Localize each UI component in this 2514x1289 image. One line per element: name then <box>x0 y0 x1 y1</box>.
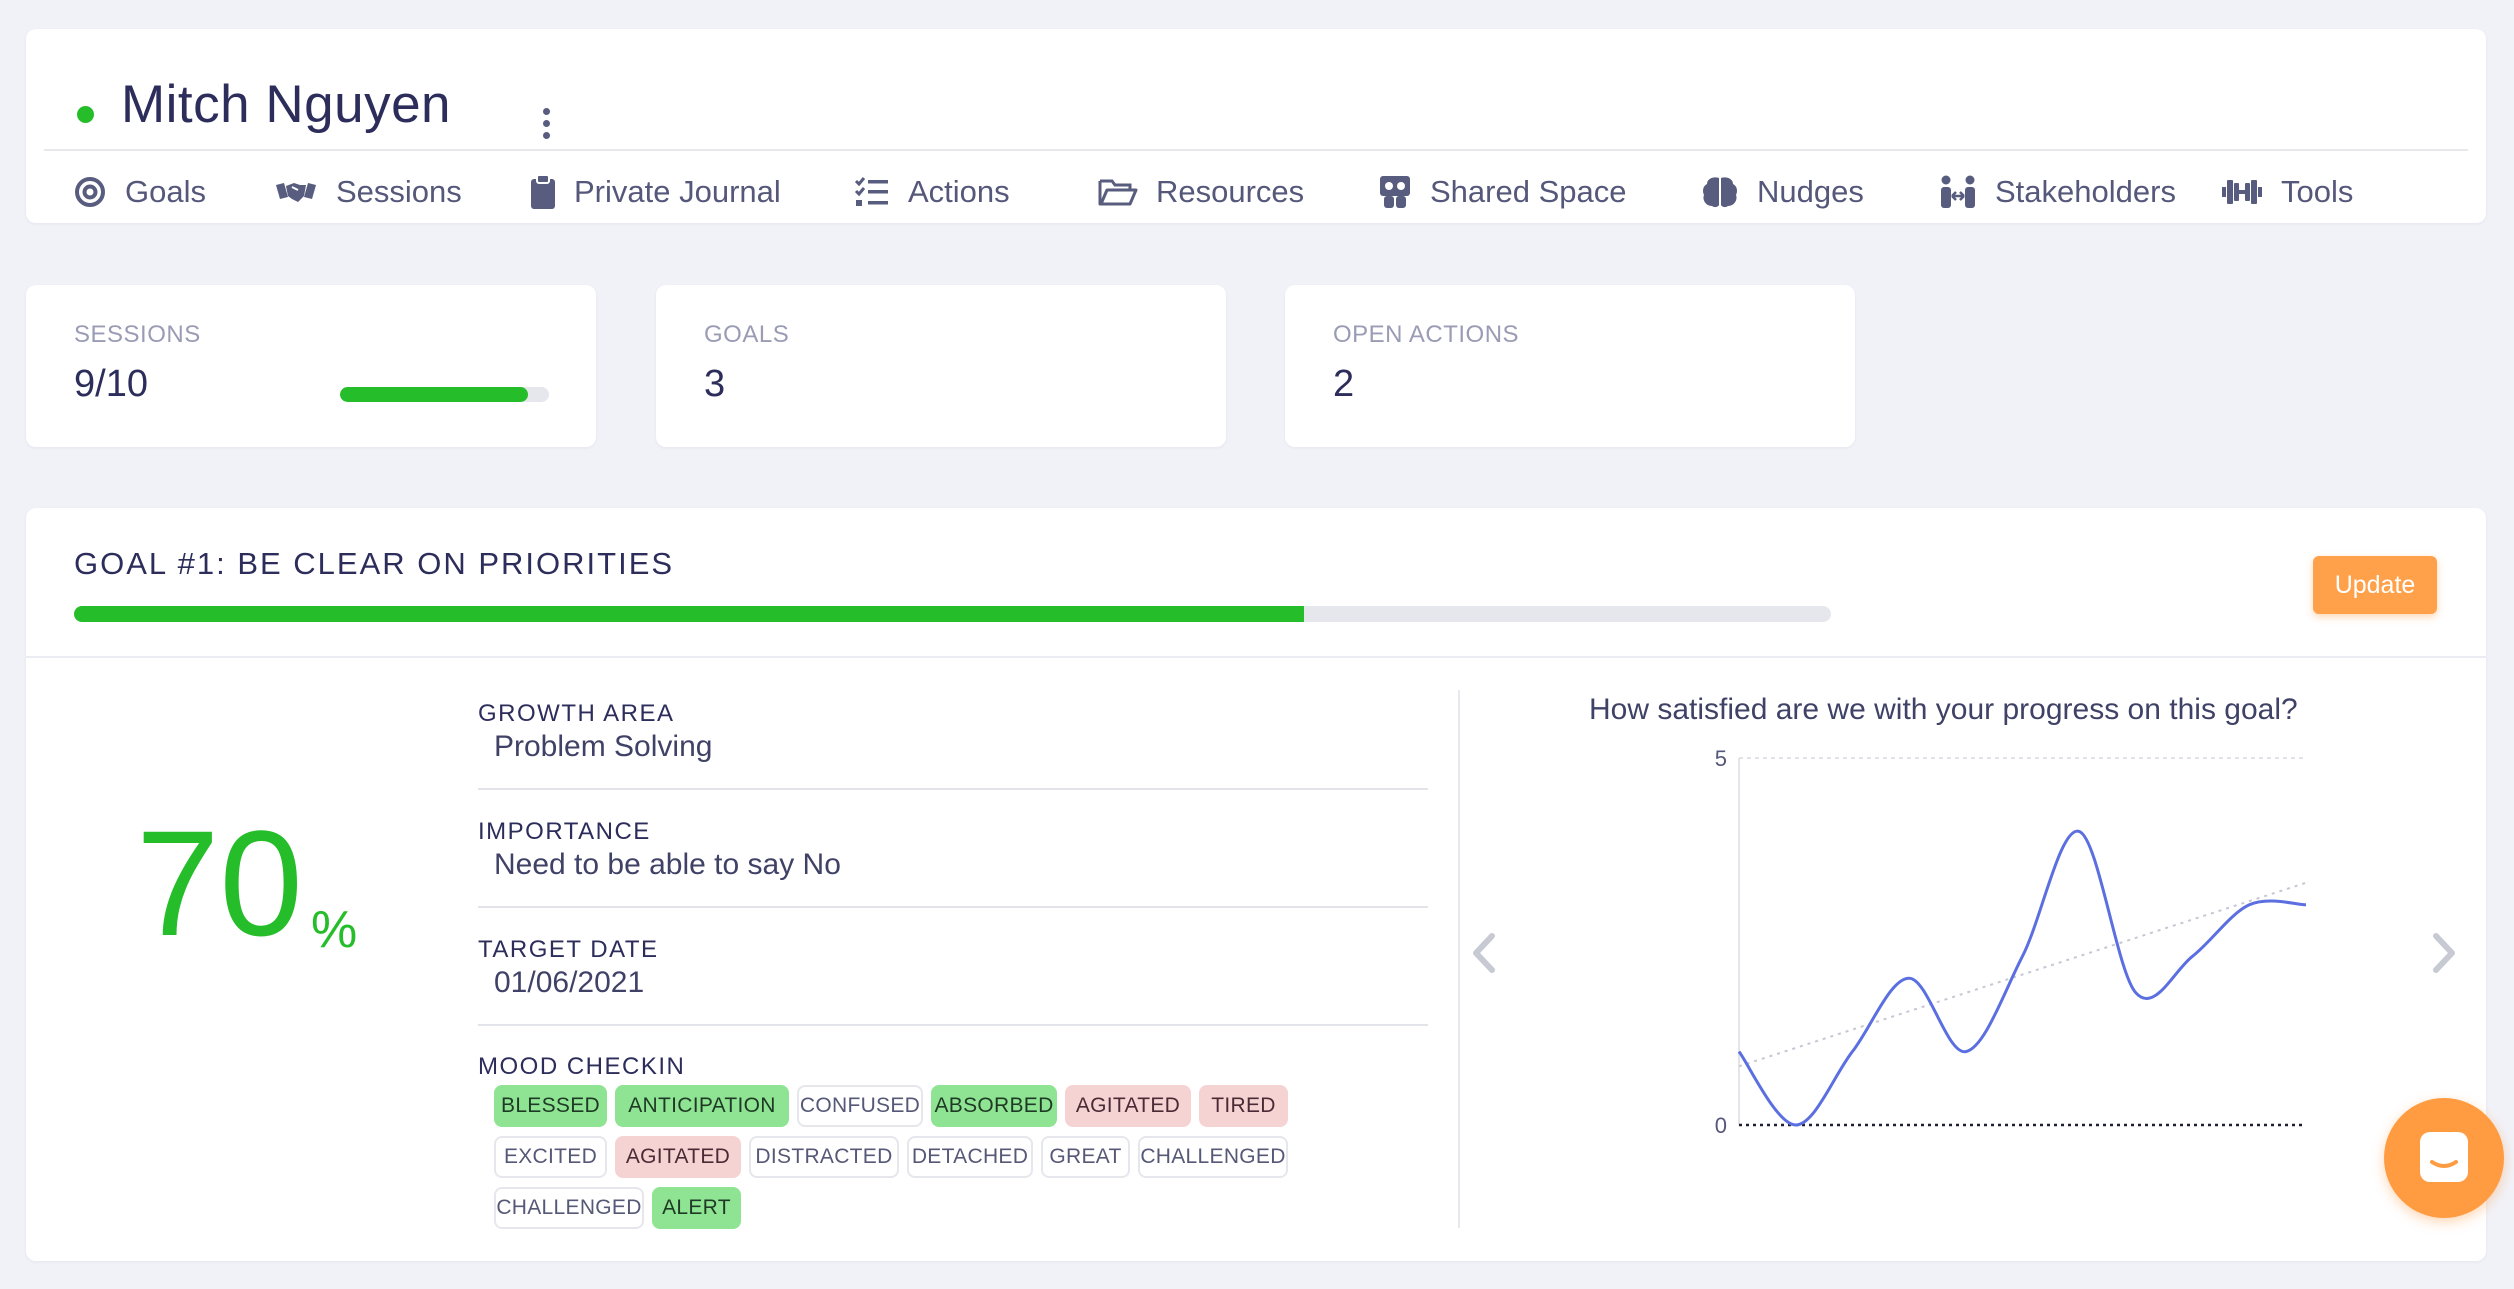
stat-value: 9/10 <box>74 363 148 405</box>
tab-label: Shared Space <box>1430 174 1627 209</box>
tab-goals[interactable]: Goals <box>73 169 206 215</box>
tab-sessions[interactable]: Sessions <box>274 169 462 215</box>
mood-chip: EXCITED <box>494 1136 607 1178</box>
tab-label: Resources <box>1156 174 1305 209</box>
client-name: Mitch Nguyen <box>121 75 452 134</box>
field-divider <box>478 1024 1428 1026</box>
mood-checkin-label: MOOD CHECKIN <box>478 1053 686 1080</box>
tab-actions[interactable]: Actions <box>854 169 1010 215</box>
sessions-progress-fill <box>340 387 529 402</box>
sessions-progress-bar <box>340 387 549 402</box>
importance-value: Need to be able to say No <box>494 848 841 881</box>
mood-chip: TIRED <box>1199 1085 1288 1127</box>
tab-label: Nudges <box>1757 174 1864 209</box>
goal-percent-sign: % <box>311 901 358 959</box>
stat-label: GOALS <box>704 321 790 348</box>
goal-progress-fill <box>74 606 1304 622</box>
field-divider <box>478 906 1428 908</box>
tab-private-journal[interactable]: Private Journal <box>530 169 781 215</box>
checklist-icon <box>854 177 888 206</box>
folder-open-icon <box>1098 179 1138 206</box>
tab-label: Stakeholders <box>1995 174 2176 209</box>
update-button[interactable]: Update <box>2313 556 2437 614</box>
mood-chip: ABSORBED <box>931 1085 1057 1127</box>
mood-chip: DETACHED <box>907 1136 1033 1178</box>
mood-chip: ALERT <box>652 1187 741 1229</box>
field-divider <box>478 788 1428 790</box>
open-actions-stat-card: OPEN ACTIONS 2 <box>1285 285 1855 447</box>
stat-label: SESSIONS <box>74 321 201 348</box>
target-icon <box>75 177 105 207</box>
online-status-dot <box>77 106 94 123</box>
tab-nudges[interactable]: Nudges <box>1701 169 1864 215</box>
goal-divider <box>26 656 2486 658</box>
mood-chip: ANTICIPATION <box>615 1085 789 1127</box>
goal-title: GOAL #1: BE CLEAR ON PRIORITIES <box>74 546 675 581</box>
y-tick-label: 0 <box>1715 1113 1727 1138</box>
tab-tools[interactable]: Tools <box>2221 169 2353 215</box>
mood-chip: AGITATED <box>1065 1085 1191 1127</box>
next-arrow-icon[interactable] <box>2426 928 2462 978</box>
mood-chip: GREAT <box>1041 1136 1130 1178</box>
more-options-button[interactable] <box>534 101 558 145</box>
trend-line <box>1738 881 2307 1068</box>
tab-resources[interactable]: Resources <box>1098 169 1304 215</box>
importance-label: IMPORTANCE <box>478 818 651 845</box>
people-arrows-icon <box>1941 175 1975 208</box>
vertical-divider <box>1458 690 1460 1228</box>
goal-progress-bar <box>74 606 1831 622</box>
target-date-label: TARGET DATE <box>478 936 659 963</box>
stat-value: 3 <box>704 363 726 405</box>
goal-percent-value: 70 <box>136 799 303 967</box>
chat-launcher-button[interactable] <box>2384 1098 2504 1218</box>
tab-label: Sessions <box>336 174 462 209</box>
header-divider <box>44 149 2468 151</box>
shared-space-icon <box>1380 176 1410 208</box>
previous-arrow-icon[interactable] <box>1466 928 1502 978</box>
mood-chip: BLESSED <box>494 1085 607 1127</box>
clipboard-icon <box>531 174 555 209</box>
chart-title: How satisfied are we with your progress … <box>1589 693 2298 726</box>
tab-label: Goals <box>125 174 206 209</box>
growth-area-value: Problem Solving <box>494 730 713 763</box>
growth-area-label: GROWTH AREA <box>478 700 675 727</box>
satisfaction-series-line <box>1737 829 2307 1127</box>
mood-chip: CHALLENGED <box>494 1187 644 1229</box>
handshake-icon <box>276 183 316 202</box>
sessions-stat-card: SESSIONS 9/10 <box>26 285 596 447</box>
stat-value: 2 <box>1333 363 1355 405</box>
tab-label: Private Journal <box>574 174 781 209</box>
mood-chip: AGITATED <box>615 1136 741 1178</box>
dumbbell-icon <box>2222 180 2262 204</box>
tab-shared-space[interactable]: Shared Space <box>1378 169 1626 215</box>
brain-icon <box>1703 177 1737 208</box>
y-tick-label: 5 <box>1715 746 1727 771</box>
goal-card: GOAL #1: BE CLEAR ON PRIORITIES Update 7… <box>26 508 2486 1261</box>
satisfaction-chart: 05 <box>1715 746 2307 1138</box>
goals-stat-card: GOALS 3 <box>656 285 1226 447</box>
target-date-value: 01/06/2021 <box>494 966 645 999</box>
client-header: Mitch Nguyen Goals Sessions Private Jour… <box>26 29 2486 223</box>
tab-label: Actions <box>908 174 1010 209</box>
tab-stakeholders[interactable]: Stakeholders <box>1939 169 2176 215</box>
mood-chip: CONFUSED <box>797 1085 923 1127</box>
tab-label: Tools <box>2281 174 2354 209</box>
chat-icon <box>2420 1132 2468 1182</box>
mood-chip: DISTRACTED <box>749 1136 899 1178</box>
stat-label: OPEN ACTIONS <box>1333 321 1520 348</box>
mood-chip: CHALLENGED <box>1138 1136 1288 1178</box>
